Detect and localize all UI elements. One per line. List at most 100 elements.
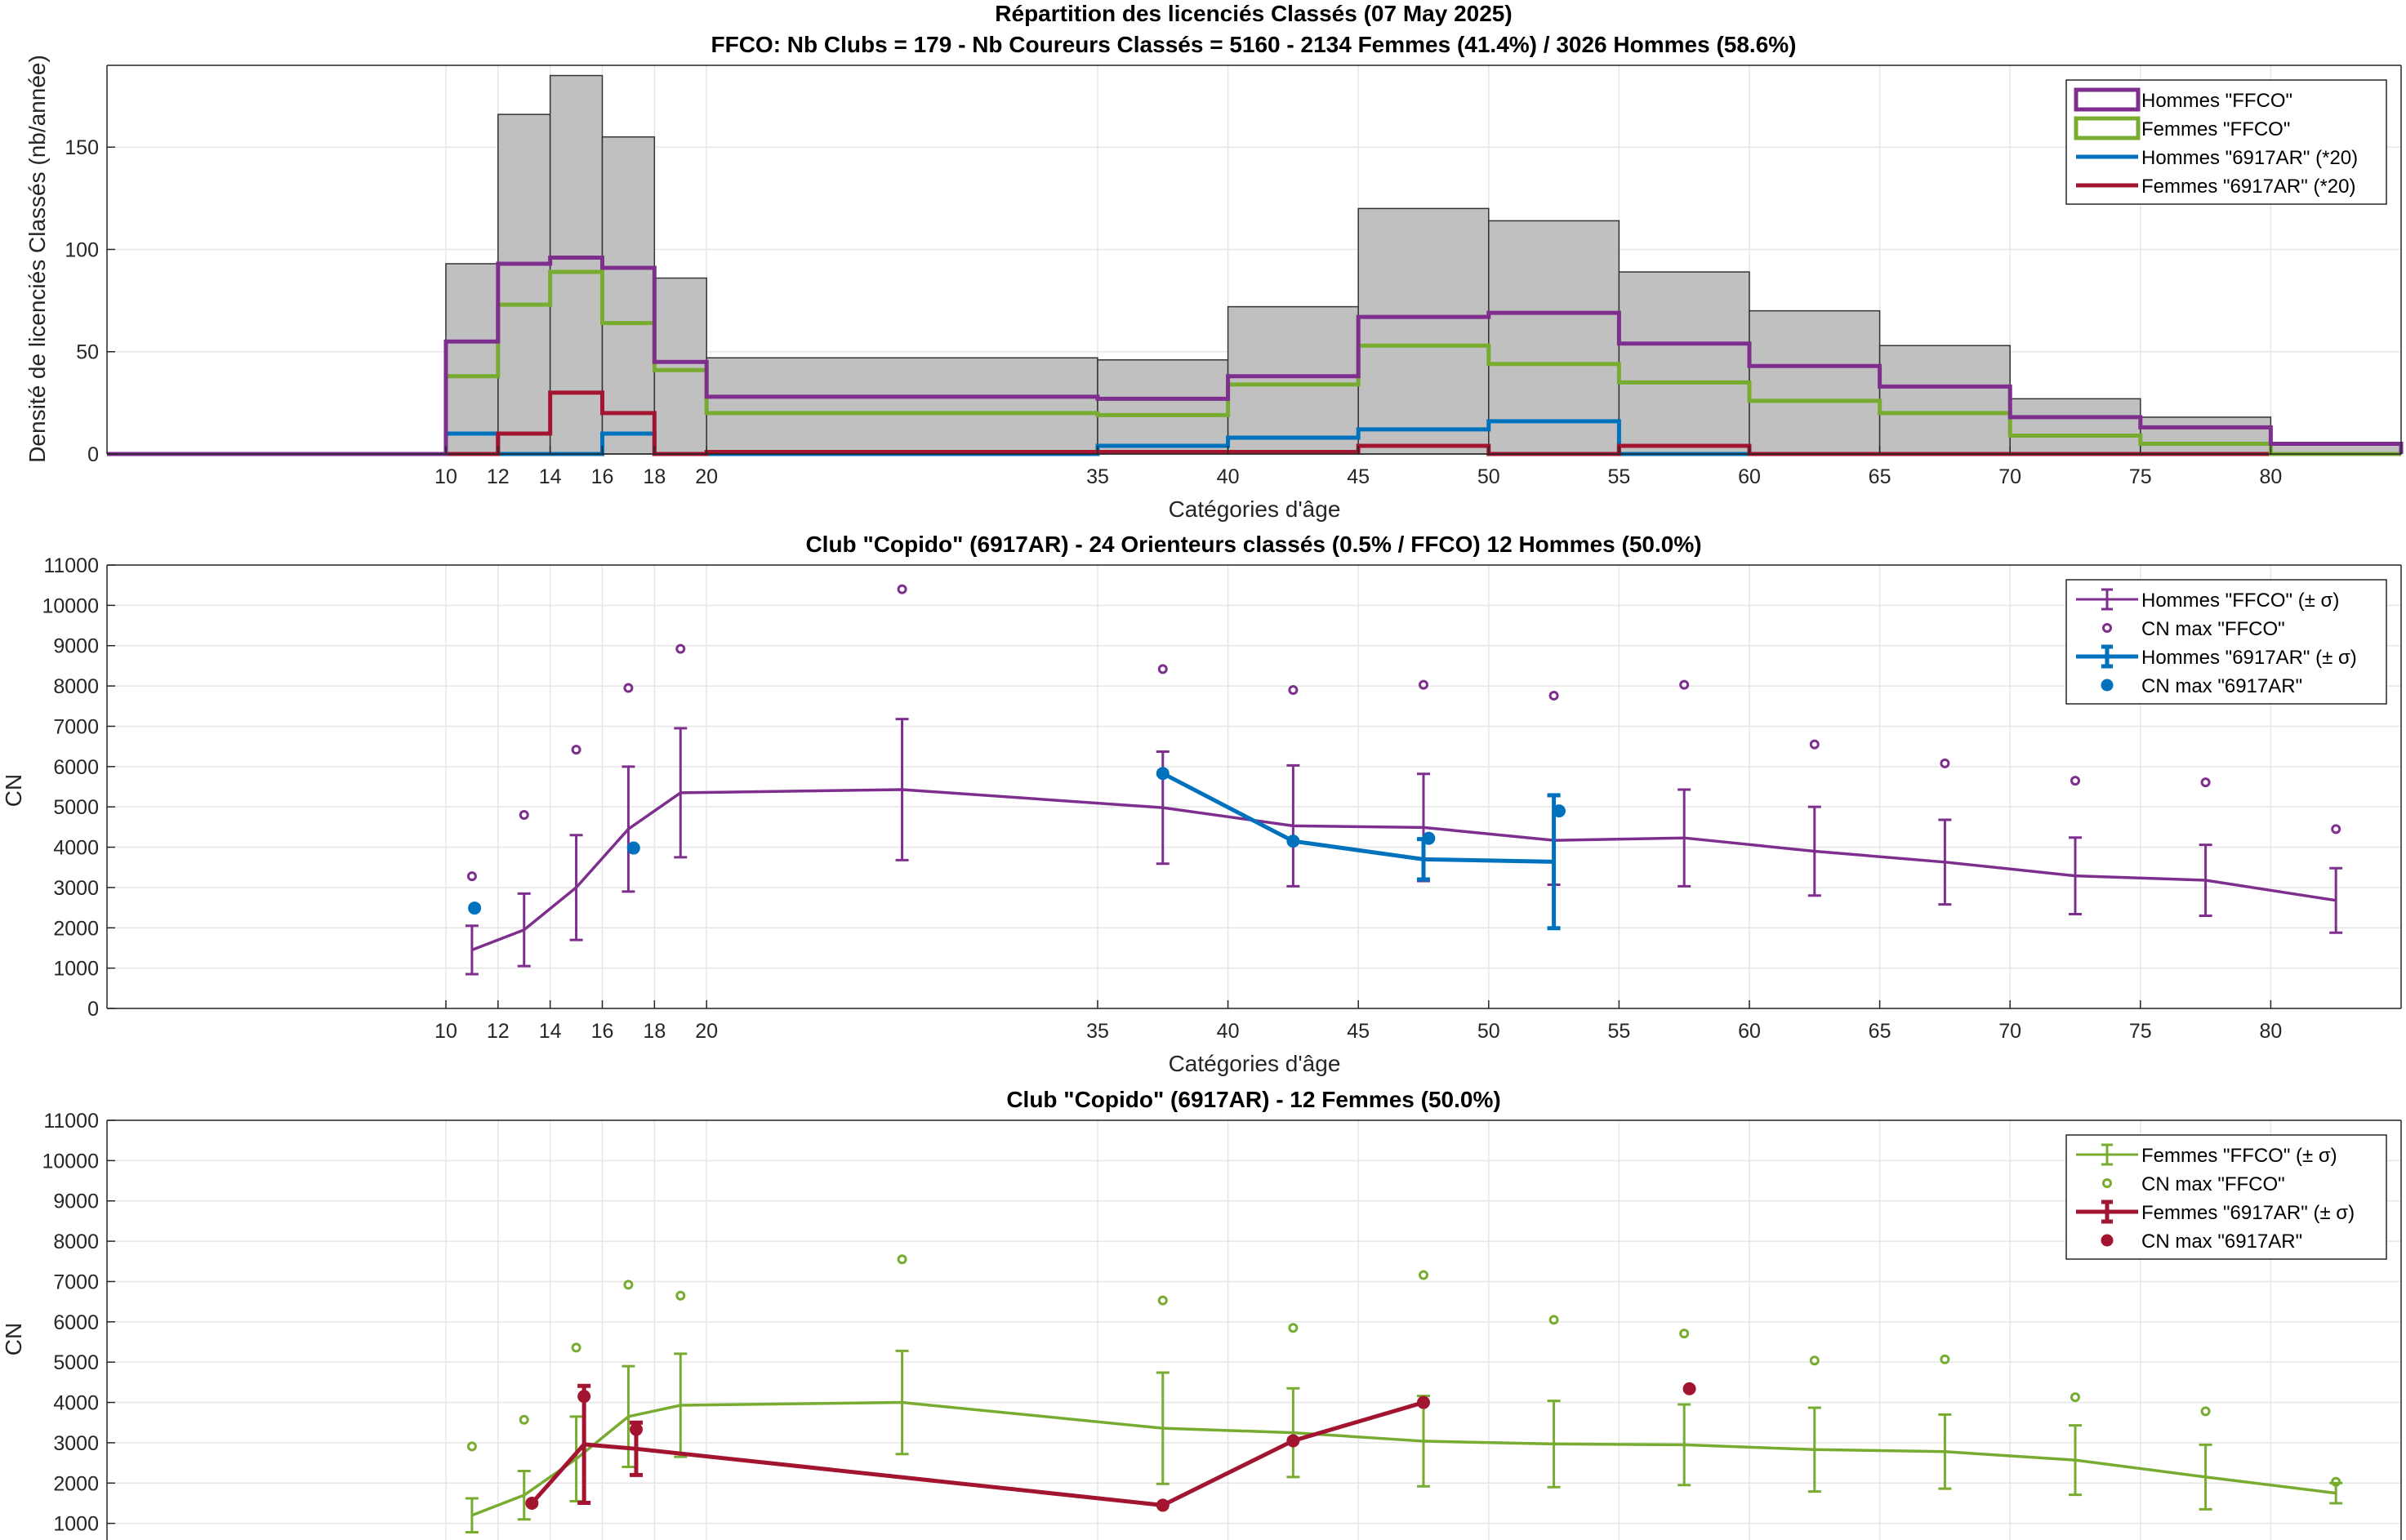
- x-tick-label: 60: [1738, 1020, 1761, 1043]
- x-tick-label: 75: [2129, 1020, 2152, 1043]
- cn-max-point: [623, 1280, 634, 1290]
- x-tick-label: 75: [2129, 465, 2152, 488]
- panel3-legend: Femmes "FFCO" (± σ) CN max "FFCO" Femmes "…: [2065, 1134, 2387, 1260]
- panel3-grid: [107, 1119, 2401, 1540]
- cn-max-point: [897, 1254, 907, 1265]
- cn-max-point: [1156, 767, 1170, 781]
- cn-max-point: [571, 745, 581, 755]
- cn-max-point: [1288, 685, 1299, 696]
- histogram-bar: [1488, 220, 1620, 455]
- x-tick-label: 80: [2259, 465, 2282, 488]
- cn-max-point: [1288, 1323, 1299, 1333]
- y-tick-label: 3000: [53, 877, 99, 900]
- histogram-bar: [1878, 345, 2011, 455]
- legend-label: CN max "FFCO": [2141, 1173, 2285, 1195]
- panel3-title: Club "Copido" (6917AR) - 12 Femmes (50.0…: [1006, 1087, 1500, 1112]
- cn-max-point: [2331, 1476, 2341, 1487]
- x-tick-label: 70: [1998, 465, 2021, 488]
- legend-swatch: [2102, 1178, 2112, 1188]
- cn-max-point: [1418, 679, 1428, 690]
- x-tick-label: 35: [1086, 1020, 1109, 1043]
- x-tick-label: 50: [1477, 1020, 1500, 1043]
- cn-max-point: [1682, 1382, 1696, 1395]
- panel1-ylabel: Densité de licenciés Classés (nb/année): [25, 55, 50, 463]
- y-tick-label: 6000: [53, 1311, 99, 1334]
- y-tick-label: 11000: [43, 554, 99, 577]
- legend-label: Femmes "6917AR" (± σ): [2141, 1202, 2355, 1224]
- legend-label: Femmes "FFCO" (± σ): [2141, 1145, 2337, 1167]
- y-tick-label: 3000: [53, 1432, 99, 1455]
- y-tick-label: 0: [87, 443, 99, 466]
- x-tick-label: 40: [1217, 465, 1240, 488]
- x-tick-label: 65: [1869, 1020, 1891, 1043]
- y-tick-label: 10000: [42, 1150, 99, 1173]
- cn-max-point: [2200, 1406, 2211, 1417]
- legend-swatch: [2101, 1234, 2114, 1247]
- cn-max-point: [1548, 1315, 1559, 1325]
- legend-swatch: [2074, 116, 2141, 140]
- cn-max-point: [1422, 831, 1436, 845]
- histogram-bar: [445, 263, 499, 455]
- histogram-bar: [1227, 305, 1359, 455]
- histogram-bar: [2009, 398, 2141, 455]
- cn-max-point: [626, 841, 640, 855]
- legend-label: Hommes "6917AR" (*20): [2141, 147, 2358, 169]
- x-tick-label: 12: [487, 1020, 510, 1043]
- histogram-bar: [1097, 359, 1229, 455]
- panel1-axes: 0 50 100 150 10 12 14 16 18 20 35 40 45 50 55 60 65 70 75 8…: [65, 65, 2402, 488]
- histogram-bar: [1618, 271, 1750, 455]
- legend-label: Hommes "6917AR" (± σ): [2141, 647, 2357, 669]
- panel3-series: [465, 1254, 2343, 1533]
- x-tick-label: 65: [1869, 465, 1891, 488]
- histogram-bar: [1357, 207, 1490, 455]
- cn-max-point: [1157, 664, 1168, 674]
- legend-label: Femmes "6917AR" (*20): [2141, 176, 2355, 198]
- stairs-line: [107, 269, 2401, 456]
- y-tick-label: 4000: [53, 837, 99, 860]
- histogram-bar: [497, 113, 551, 455]
- cn-max-point: [1809, 739, 1820, 750]
- cn-max-point: [1286, 835, 1300, 848]
- y-tick-label: 2000: [53, 917, 99, 940]
- cn-max-point: [468, 901, 482, 915]
- x-tick-label: 60: [1738, 465, 1761, 488]
- cn-max-point: [1416, 1395, 1430, 1409]
- legend-label: CN max "FFCO": [2141, 618, 2285, 640]
- x-tick-label: 18: [643, 1020, 666, 1043]
- cn-max-point: [1809, 1355, 1820, 1366]
- series-line: [471, 788, 2337, 952]
- cn-max-point: [2070, 776, 2080, 786]
- x-tick-label: 10: [434, 465, 457, 488]
- x-tick-label: 20: [695, 1020, 718, 1043]
- y-tick-label: 8000: [53, 1231, 99, 1253]
- panel2-series: [465, 584, 2343, 976]
- legend-label: Hommes "FFCO": [2141, 90, 2292, 112]
- series-line: [471, 1400, 2337, 1517]
- y-tick-label: 2000: [53, 1472, 99, 1495]
- x-tick-label: 10: [434, 1020, 457, 1043]
- cn-max-point: [1940, 758, 1950, 768]
- legend-swatch: [2074, 87, 2141, 112]
- y-tick-label: 7000: [53, 715, 99, 738]
- histogram-bar: [653, 277, 707, 455]
- y-tick-label: 9000: [53, 1191, 99, 1213]
- x-tick-label: 14: [539, 1020, 562, 1043]
- x-tick-label: 20: [695, 465, 718, 488]
- panel2-title: Club "Copido" (6917AR) - 24 Orienteurs c…: [805, 532, 1701, 557]
- panel1-title: Répartition des licenciés Classés (07 Ma…: [995, 1, 1512, 26]
- cn-max-point: [1679, 1329, 1690, 1339]
- cn-max-point: [466, 871, 477, 882]
- cn-max-point: [675, 643, 686, 654]
- y-tick-label: 10000: [42, 594, 99, 617]
- series-line: [530, 1400, 1424, 1507]
- cn-max-point: [577, 1390, 591, 1404]
- y-tick-label: 1000: [53, 1513, 99, 1536]
- series-line: [1161, 771, 1554, 864]
- x-tick-label: 55: [1607, 465, 1630, 488]
- panel2-ylabel: CN: [1, 774, 26, 807]
- cn-max-point: [519, 810, 529, 821]
- y-tick-label: 50: [76, 341, 99, 364]
- cn-max-point: [629, 1422, 643, 1436]
- histogram-bar: [601, 136, 656, 455]
- cn-max-point: [623, 683, 634, 693]
